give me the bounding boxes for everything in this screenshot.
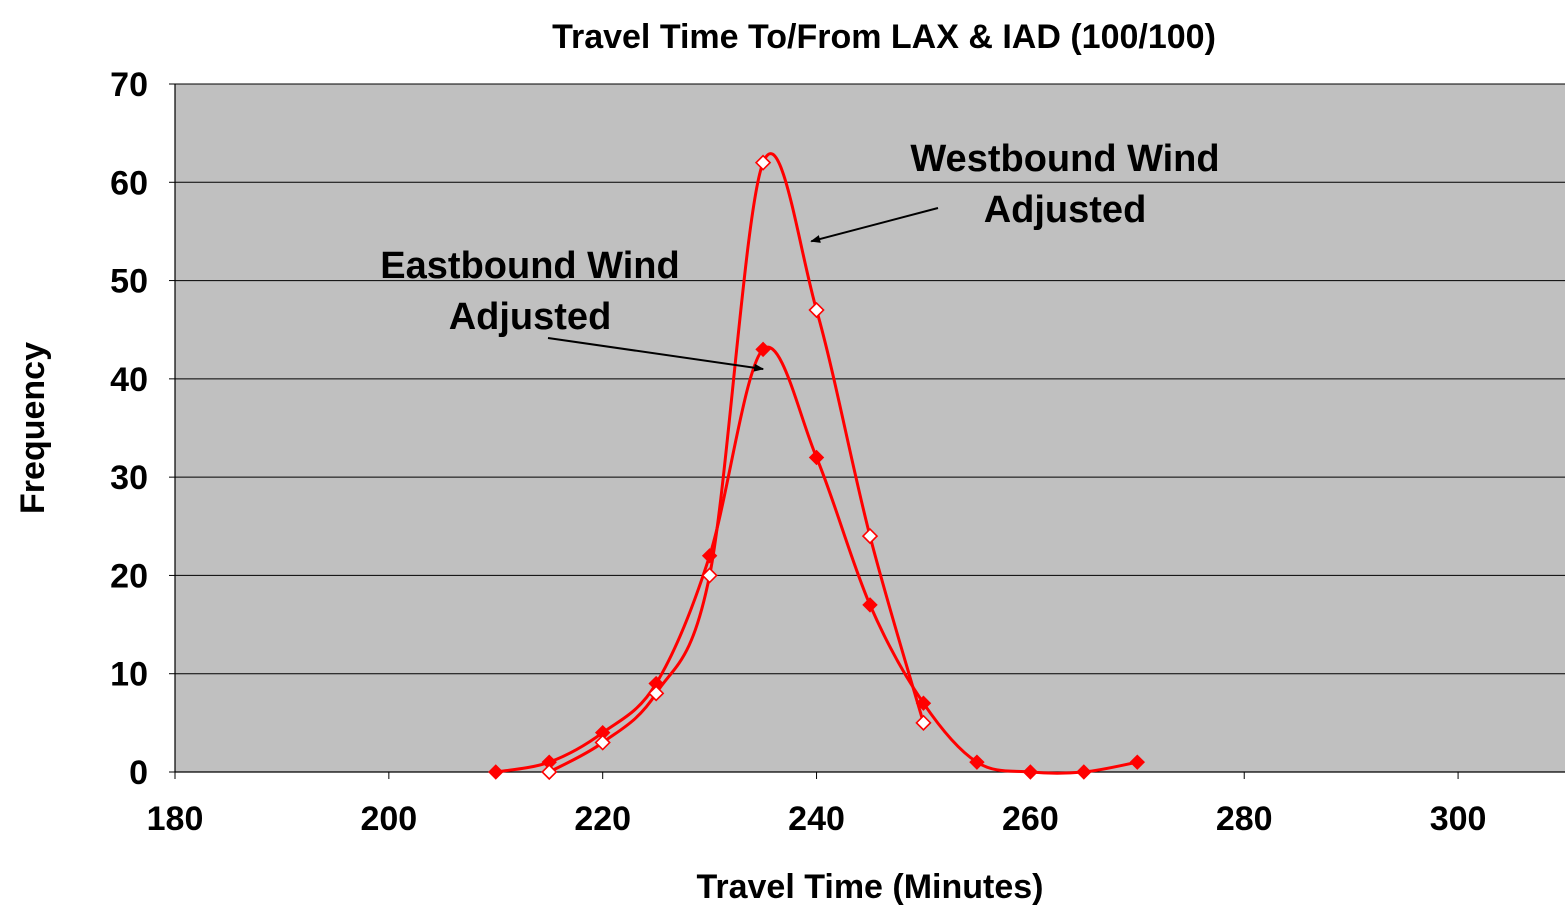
x-tick-label: 300 <box>1430 800 1487 838</box>
y-tick-label: 50 <box>110 263 148 301</box>
x-tick-label: 200 <box>360 800 417 838</box>
annotation-eastbound-line2: Adjusted <box>449 296 612 338</box>
y-axis-title: Frequency <box>14 342 52 514</box>
data-point-westbound <box>754 154 772 171</box>
axes <box>174 84 1565 773</box>
data-point-westbound <box>594 734 611 751</box>
annotation-westbound-line1: Westbound Wind <box>910 138 1219 180</box>
data-point-westbound <box>808 301 825 319</box>
annotation-eastbound-arrow <box>547 337 765 372</box>
data-point-eastbound <box>701 548 718 564</box>
y-tick-label: 10 <box>110 656 148 694</box>
y-tick-label: 30 <box>110 459 148 497</box>
data-point-westbound <box>701 567 718 584</box>
x-tick-label: 260 <box>1002 800 1059 838</box>
y-tick-label: 0 <box>129 754 148 792</box>
x-axis-title: Travel Time (Minutes) <box>696 868 1043 906</box>
data-point-eastbound <box>969 754 985 770</box>
series-markers <box>488 154 1146 781</box>
data-point-eastbound <box>1129 754 1146 770</box>
series-line-eastbound <box>495 345 1138 775</box>
annotation-westbound-arrow <box>810 207 939 243</box>
data-point-westbound <box>915 714 932 731</box>
annotation-westbound-line2: Adjusted <box>984 189 1147 231</box>
annotation-eastbound: Eastbound Wind Adjusted <box>380 245 765 372</box>
plot-area <box>175 84 1565 772</box>
x-tick-label: 220 <box>574 800 631 838</box>
y-ticks: 0 10 20 30 40 50 60 70 <box>110 66 175 792</box>
x-tick-label: 240 <box>788 800 845 838</box>
x-tick-label: 280 <box>1216 800 1273 838</box>
x-ticks: 180 200 220 240 260 280 300 <box>147 772 1487 838</box>
data-point-eastbound <box>862 597 878 613</box>
gridlines <box>175 83 1565 675</box>
chart-title: Travel Time To/From LAX & IAD (100/100) <box>552 18 1216 56</box>
data-point-eastbound <box>755 341 771 358</box>
annotation-westbound: Westbound Wind Adjusted <box>810 138 1220 243</box>
series-lines <box>495 152 1138 775</box>
data-point-eastbound <box>915 695 932 711</box>
data-point-eastbound <box>1022 764 1039 780</box>
series-line-westbound <box>548 152 925 774</box>
y-tick-label: 40 <box>110 361 148 399</box>
data-point-eastbound <box>1076 764 1092 780</box>
y-tick-label: 20 <box>110 557 148 595</box>
annotation-eastbound-line1: Eastbound Wind <box>380 245 679 287</box>
x-tick-label: 180 <box>147 800 204 838</box>
data-point-eastbound <box>488 764 504 780</box>
y-tick-label: 60 <box>110 164 148 202</box>
data-point-eastbound <box>808 449 825 466</box>
data-point-westbound <box>861 527 879 545</box>
data-point-westbound <box>648 685 665 702</box>
data-point-westbound <box>541 763 558 781</box>
y-tick-label: 70 <box>110 66 148 104</box>
